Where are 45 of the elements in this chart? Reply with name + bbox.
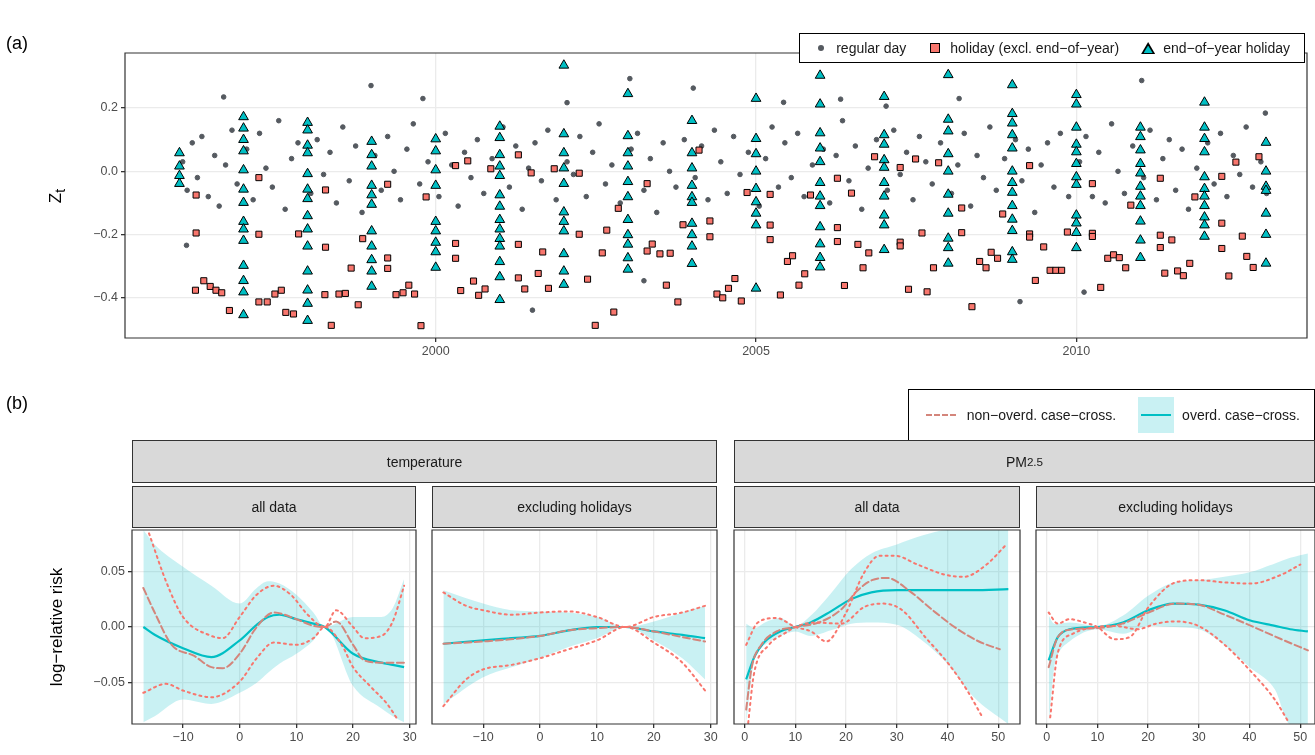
x-tick-label: 0 — [236, 729, 244, 744]
x-tick-label: 30 — [703, 729, 718, 744]
y-tick-label: 0.00 — [100, 619, 126, 634]
y-tick-label: −0.05 — [93, 675, 126, 690]
y-tick-label: 0.05 — [100, 563, 126, 578]
legend-label: non−overd. case−cross. — [966, 407, 1117, 423]
y-tick-label: −0.4 — [93, 290, 119, 305]
x-tick-label: 2010 — [1062, 343, 1091, 358]
legend-label: end−of−year holiday — [1163, 40, 1290, 56]
legend-label: holiday (excl. end−of−year) — [950, 40, 1120, 56]
y-axis-title: log−relative risk — [47, 567, 67, 687]
x-tick-label: 20 — [839, 729, 854, 744]
x-tick-label: 30 — [889, 729, 904, 744]
x-tick-label: 40 — [940, 729, 955, 744]
x-tick-label: 30 — [402, 729, 417, 744]
x-tick-label: 0 — [1043, 729, 1051, 744]
chart-subtitle: all data — [734, 486, 1020, 528]
x-tick-label: 0 — [536, 729, 544, 744]
x-tick-label: 10 — [289, 729, 304, 744]
y-tick-label: 0.2 — [100, 100, 119, 115]
legend-label: regular day — [836, 40, 907, 56]
x-tick-label: 20 — [646, 729, 661, 744]
chart-subtitle: excluding holidays — [1036, 486, 1315, 528]
x-tick-label: 40 — [1242, 729, 1257, 744]
text: (b) — [6, 393, 28, 414]
x-tick-label: 20 — [1141, 729, 1156, 744]
x-tick-label: 10 — [788, 729, 803, 744]
x-tick-label: 20 — [346, 729, 361, 744]
x-tick-label: 2005 — [742, 343, 770, 358]
x-tick-label: 10 — [590, 729, 604, 744]
x-tick-label: −10 — [172, 729, 194, 744]
chart-subtitle: all data — [132, 486, 416, 528]
y-tick-label: −0.2 — [93, 227, 119, 242]
x-tick-label: 10 — [1090, 729, 1105, 744]
x-tick-label: 0 — [741, 729, 749, 744]
x-tick-label: 50 — [991, 729, 1006, 744]
x-tick-label: −10 — [472, 729, 494, 744]
x-tick-label: 2000 — [421, 343, 450, 358]
x-tick-label: 50 — [1293, 729, 1308, 744]
chart-title: temperature — [132, 440, 717, 483]
legend-label: overd. case−cross. — [1182, 407, 1300, 423]
text: (a) — [6, 33, 28, 54]
x-tick-label: 30 — [1191, 729, 1206, 744]
chart-subtitle: excluding holidays — [432, 486, 717, 528]
y-tick-label: 0.0 — [100, 163, 119, 178]
